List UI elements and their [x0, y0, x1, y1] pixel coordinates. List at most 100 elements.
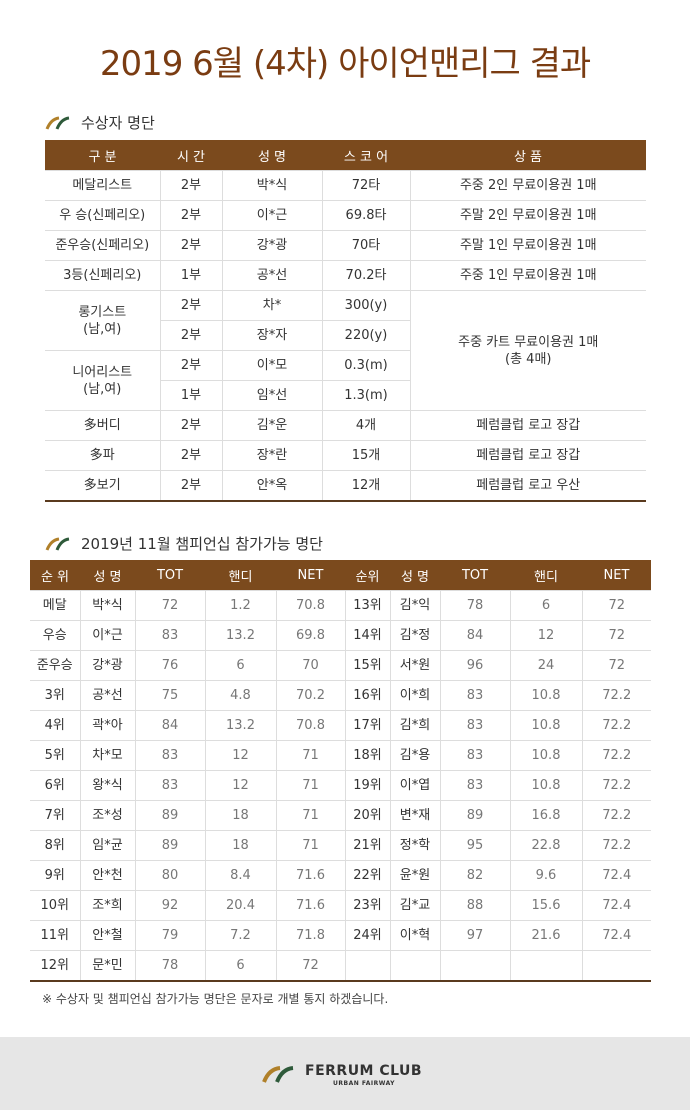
- row: 3위 공*선 75 4.8 70.2 16위 이*희 83 10.8 72.2: [30, 680, 651, 711]
- cell: 24위: [345, 920, 391, 951]
- cell: 차*모: [80, 740, 136, 771]
- cell: 1.3(m): [321, 380, 410, 411]
- cell: 76: [135, 650, 206, 681]
- cell: 12위: [30, 950, 81, 982]
- header-cell: 성 명: [80, 560, 135, 591]
- note: ※ 수상자 및 챔피언십 참가가능 명단은 문자로 개별 통지 하겠습니다.: [42, 992, 389, 1006]
- cell: 준우승(신페리오): [45, 230, 161, 261]
- cell: 17위: [345, 710, 391, 741]
- cell: 김*익: [390, 590, 441, 621]
- cell: 83: [440, 710, 511, 741]
- cell: 96: [440, 650, 511, 681]
- cell: 16.8: [510, 800, 583, 831]
- cell: 83: [135, 620, 206, 651]
- cell: 78: [135, 950, 206, 982]
- row: 5위 차*모 83 12 71 18위 김*용 83 10.8 72.2: [30, 740, 651, 771]
- cell: 5위: [30, 740, 81, 771]
- row: 4위 곽*아 84 13.2 70.8 17위 김*희 83 10.8 72.2: [30, 710, 651, 741]
- cell: 220(y): [321, 320, 410, 351]
- cell: 78: [440, 590, 511, 621]
- cell: 김*용: [390, 740, 441, 771]
- cell: 21.6: [510, 920, 583, 951]
- cell: 롱기스트 (남,여): [45, 290, 161, 351]
- cell: 조*희: [80, 890, 136, 921]
- cell: 18위: [345, 740, 391, 771]
- cell: 89: [135, 800, 206, 831]
- cell: 페럼클럽 로고 장갑: [409, 440, 646, 471]
- cell: 6: [205, 950, 277, 982]
- cell: 임*선: [221, 380, 323, 411]
- cell: 조*성: [80, 800, 136, 831]
- cell: 1부: [159, 380, 223, 411]
- cell: 83: [135, 740, 206, 771]
- brand: FERRUM CLUB: [305, 1063, 423, 1079]
- cell: 이*모: [221, 350, 323, 381]
- cell: 2부: [159, 410, 223, 441]
- cell: 69.8: [276, 620, 346, 651]
- row: 多파 2부 장*란 15개 페럼클럽 로고 장갑: [45, 440, 646, 471]
- header-cell: 핸디: [510, 560, 582, 591]
- cell: 71: [276, 800, 346, 831]
- empty-cell: [582, 950, 651, 982]
- cell: 71.8: [276, 920, 346, 951]
- cell: 우 승(신페리오): [45, 200, 161, 231]
- icon: [45, 116, 70, 130]
- cell: 72.4: [582, 920, 651, 951]
- cell: 89: [440, 800, 511, 831]
- cell: 박*식: [80, 590, 136, 621]
- cell: 72.4: [582, 890, 651, 921]
- header-cell: 시 간: [160, 140, 222, 171]
- cell: 71: [276, 740, 346, 771]
- row: 多보기 2부 안*옥 12개 페럼클럽 로고 우산: [45, 470, 646, 502]
- cell: 1.2: [205, 590, 277, 621]
- row: 우 승(신페리오) 2부 이*근 69.8타 주말 2인 무료이용권 1매: [45, 200, 646, 231]
- cell: 곽*아: [80, 710, 136, 741]
- cell: 2부: [159, 200, 223, 231]
- cell: 11위: [30, 920, 81, 951]
- cell: 84: [440, 620, 511, 651]
- empty-cell: [390, 950, 441, 982]
- header-cell: TOT: [440, 560, 510, 591]
- page-title: 2019 6월 (4차) 아이언맨리그 결과: [99, 44, 591, 84]
- header-cell: NET: [276, 560, 345, 591]
- cell: 8위: [30, 830, 81, 861]
- cell: 이*근: [80, 620, 136, 651]
- cell: 72타: [321, 170, 411, 201]
- cell: 72.2: [582, 740, 651, 771]
- cell: 80: [135, 860, 206, 891]
- cell: 72.2: [582, 770, 651, 801]
- cell: 13.2: [205, 620, 277, 651]
- row: 6위 왕*식 83 12 71 19위 이*엽 83 10.8 72.2: [30, 770, 651, 801]
- row: 12위 문*민 78 6 72: [30, 950, 651, 982]
- cell: 71: [276, 770, 346, 801]
- row: 10위 조*희 92 20.4 71.6 23위 김*교 88 15.6 72.4: [30, 890, 651, 921]
- cell: 18: [205, 830, 277, 861]
- cell: 82: [440, 860, 511, 891]
- cell: 6: [510, 590, 583, 621]
- cell: 페럼클럽 로고 장갑: [409, 410, 646, 441]
- row: 니어리스트 (남,여) 2부 이*모 0.3(m): [45, 350, 646, 411]
- cell: 70.2타: [321, 260, 411, 291]
- cell: 안*천: [80, 860, 136, 891]
- empty-cell: [440, 950, 511, 982]
- cell: 이*근: [221, 200, 323, 231]
- cell: 4개: [321, 410, 411, 441]
- cell: 20위: [345, 800, 391, 831]
- section-heading: 수상자 명단: [45, 112, 155, 133]
- cell: 97: [440, 920, 511, 951]
- cell: 75: [135, 680, 206, 711]
- cell: 15위: [345, 650, 391, 681]
- cell: 12: [510, 620, 583, 651]
- row: 롱기스트 (남,여) 2부 차* 300(y) 주중 카트 무료이용권 1매 (총 4매…: [45, 290, 646, 411]
- row: 9위 안*천 80 8.4 71.6 22위 윤*원 82 9.6 72.4: [30, 860, 651, 891]
- row: 多버디 2부 김*운 4개 페럼클럽 로고 장갑: [45, 410, 646, 441]
- cell: 강*광: [80, 650, 136, 681]
- cell: 12개: [321, 470, 411, 502]
- cell: 8.4: [205, 860, 277, 891]
- cell: 윤*원: [390, 860, 441, 891]
- cell: 13위: [345, 590, 391, 621]
- cell: 2부: [159, 470, 223, 502]
